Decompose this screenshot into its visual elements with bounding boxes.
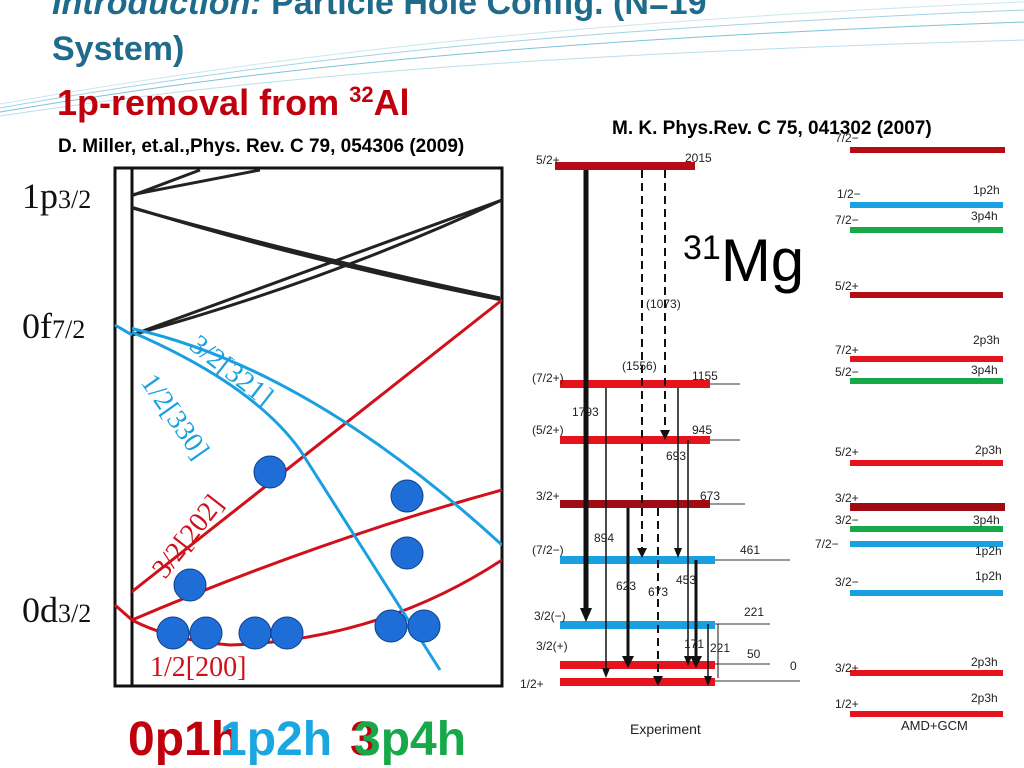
nucleon-dot — [189, 616, 223, 650]
nilsson-diagram: 1p3/2 0f7/2 0d3/2 3/2[321] 1/2[330] 3/2[… — [22, 166, 504, 688]
level-221 — [560, 621, 715, 629]
transition-label: 623 — [616, 579, 636, 593]
level-spin: 5/2+ — [835, 279, 859, 293]
level-energy: 50 — [747, 647, 761, 661]
slide-title-line2: System) — [52, 30, 185, 68]
level-spin: 1/2+ — [520, 677, 544, 691]
level-spin: 3/2− — [835, 575, 859, 589]
header-swoosh — [0, 1, 1024, 117]
transition-label: 894 — [594, 531, 614, 545]
level-spin: 3/2+ — [835, 661, 859, 675]
nucleon-dot — [238, 616, 272, 650]
nucleon-dot — [390, 536, 424, 570]
level-config: 1p2h — [973, 183, 1000, 197]
level-config: 2p3h — [971, 655, 998, 669]
label-0d: 0d3/2 — [22, 590, 91, 630]
nucleon-dot — [407, 609, 441, 643]
config-label-3: 3 — [350, 713, 377, 766]
nucleus-symbol: Mg — [720, 227, 805, 294]
level-1155 — [560, 380, 710, 388]
level-config: 1p2h — [975, 544, 1002, 558]
level-spin: 3/2+ — [835, 491, 859, 505]
nucleus-label: 31Mg — [683, 226, 804, 295]
subtitle-main: 1p-removal from — [57, 82, 350, 123]
level-spin: 3/2(−) — [534, 609, 566, 623]
transition-label: (1073) — [646, 297, 681, 311]
level-spin: 1/2+ — [835, 697, 859, 711]
level-spin: 3/2+ — [536, 489, 560, 503]
title-italic: Introduction: — [52, 0, 262, 22]
level-energy: 945 — [692, 423, 712, 437]
level-energy: 461 — [740, 543, 760, 557]
label-0f: 0f7/2 — [22, 306, 85, 346]
nucleon-dot — [156, 616, 190, 650]
config-label-3p4h: 3p4h — [354, 713, 467, 766]
transition-label: 171 — [684, 637, 704, 651]
level-spin: 7/2+ — [835, 343, 859, 357]
level-spin: (5/2+) — [532, 423, 564, 437]
level-config: 3p4h — [971, 363, 998, 377]
level-energy: 221 — [744, 605, 764, 619]
amd-caption: AMD+GCM — [901, 718, 968, 733]
experiment-level-scheme: 5/2+ 2015 (7/2+) 1155 (5/2+) 945 3/2+ 67… — [520, 151, 800, 737]
level-spin: 3/2− — [835, 513, 859, 527]
level-config: 3p4h — [971, 209, 998, 223]
config-label-0p1h: 0p1h — [128, 713, 241, 766]
level-energy: 2015 — [685, 151, 712, 165]
level-config: 2p3h — [975, 443, 1002, 457]
nucleus-mass: 31 — [683, 229, 721, 267]
level-945 — [560, 436, 710, 444]
level-spin: 5/2+ — [536, 153, 560, 167]
transition-label: 1793 — [572, 405, 599, 419]
level-0 — [560, 678, 715, 686]
level-config: 1p2h — [975, 569, 1002, 583]
nucleon-dot — [253, 455, 287, 489]
level-energy: 1155 — [692, 369, 718, 383]
orbit-label-200: 1/2[200] — [150, 652, 246, 683]
level-spin: 1/2− — [837, 187, 861, 201]
reference-right: M. K. Phys.Rev. C 75, 041302 (2007) — [612, 118, 932, 139]
level-50 — [560, 661, 715, 669]
level-spin: 5/2− — [835, 365, 859, 379]
nucleon-dot — [270, 616, 304, 650]
level-config: 2p3h — [973, 333, 1000, 347]
level-spin: 7/2− — [815, 537, 839, 551]
level-spin: 7/2− — [835, 213, 859, 227]
level-energy: 0 — [790, 659, 797, 673]
experiment-caption: Experiment — [630, 721, 701, 737]
label-1p: 1p3/2 — [22, 176, 91, 216]
level-spin: (7/2+) — [532, 371, 564, 385]
nucleon-dot — [374, 609, 408, 643]
reference-left: D. Miller, et.al.,Phys. Rev. C 79, 05430… — [58, 136, 465, 157]
nucleon-dot — [173, 568, 207, 602]
level-config: 2p3h — [971, 691, 998, 705]
config-label-1p2h: 1p2h — [220, 713, 333, 766]
nucleon-dot — [390, 479, 424, 513]
transition-label: (1556) — [622, 359, 657, 373]
transition-label: 673 — [648, 585, 668, 599]
level-2015 — [555, 162, 695, 170]
subtitle-element: Al — [373, 82, 410, 123]
level-673 — [560, 500, 710, 508]
slide-title: Introduction: Particle Hole Config. (N=1… — [52, 0, 707, 23]
title-rest: Particle Hole Config. (N=19 — [261, 0, 707, 22]
slide-subtitle: 1p-removal from 32Al — [57, 82, 410, 124]
level-config: 3p4h — [973, 513, 1000, 527]
transition-label: 453 — [676, 573, 696, 587]
transition-label: 693 — [666, 449, 686, 463]
level-spin: (7/2−) — [532, 543, 564, 557]
subtitle-mass: 32 — [349, 82, 374, 107]
configuration-labels: 0p1h 1p2h 3 3p4h — [128, 712, 528, 768]
level-energy: 673 — [700, 489, 720, 503]
level-spin: 3/2(+) — [536, 639, 568, 653]
transition-label: 221 — [710, 641, 730, 655]
level-spin: 7/2− — [835, 131, 859, 145]
level-spin: 5/2+ — [835, 445, 859, 459]
amd-gcm-level-scheme: 7/2− 1/2− 1p2h 7/2− 3p4h 5/2+ 7/2+ 2p3h … — [815, 131, 1005, 733]
level-461 — [560, 556, 715, 564]
